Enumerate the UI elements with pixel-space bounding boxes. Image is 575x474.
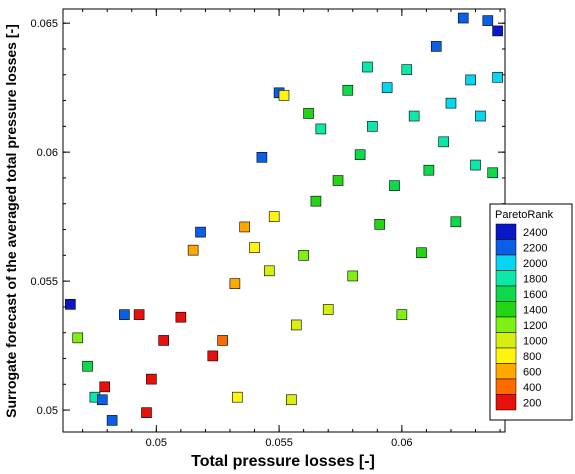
scatter-point bbox=[450, 216, 462, 228]
legend-swatch bbox=[495, 254, 517, 271]
scatter-point bbox=[268, 211, 280, 222]
scatter-point bbox=[457, 12, 469, 24]
scatter-point bbox=[256, 152, 268, 163]
legend-swatch bbox=[495, 270, 517, 287]
legend-label: 1600 bbox=[523, 289, 547, 301]
scatter-point bbox=[475, 110, 486, 122]
scatter-point bbox=[310, 195, 322, 207]
scatter-point bbox=[298, 250, 309, 261]
scatter-point bbox=[445, 97, 457, 109]
y-tick-label: 0.06 bbox=[37, 147, 58, 159]
legend-label: 2000 bbox=[523, 258, 547, 270]
scatter-point bbox=[430, 41, 442, 52]
legend-label: 600 bbox=[523, 366, 541, 378]
scatter-point bbox=[133, 309, 145, 320]
scatter-point bbox=[99, 381, 111, 393]
legend-label: 200 bbox=[523, 397, 541, 409]
scatter-point bbox=[229, 278, 241, 289]
scatter-point bbox=[408, 110, 420, 122]
scatter-point bbox=[278, 90, 290, 101]
scatter-point bbox=[389, 180, 400, 191]
legend-label: 400 bbox=[523, 382, 541, 394]
y-tick-label: 0.055 bbox=[30, 276, 58, 288]
scatter-point bbox=[362, 61, 373, 73]
scatter-point bbox=[106, 415, 118, 426]
x-tick-label: 0.06 bbox=[391, 437, 412, 449]
scatter-point bbox=[470, 159, 481, 171]
scatter-point bbox=[217, 335, 228, 346]
scatter-point bbox=[232, 391, 243, 403]
scatter-point bbox=[290, 319, 302, 331]
scatter-point bbox=[332, 175, 344, 186]
x-axis-title: Total pressure losses [-] bbox=[191, 453, 375, 470]
x-tick-label: 0.055 bbox=[265, 437, 293, 449]
scatter-point bbox=[354, 149, 366, 161]
legend-swatch bbox=[495, 332, 517, 349]
scatter-point bbox=[381, 82, 393, 93]
scatter-point bbox=[175, 311, 187, 323]
y-tick-label: 0.05 bbox=[37, 405, 58, 417]
legend: ParetoRank 2400 2200 2000 1800 1600 1400 1200 1… bbox=[489, 203, 573, 421]
scatter-point bbox=[82, 360, 93, 372]
legend-swatch bbox=[495, 394, 517, 411]
scatter-point bbox=[207, 350, 219, 362]
legend-swatch bbox=[495, 285, 517, 302]
scatter-point bbox=[482, 15, 494, 26]
legend-label: 2200 bbox=[523, 242, 547, 254]
scatter-point bbox=[286, 394, 297, 406]
scatter-point bbox=[396, 309, 408, 320]
scatter-point bbox=[303, 108, 314, 119]
legend-label: 1200 bbox=[523, 320, 547, 332]
scatter-point bbox=[487, 167, 499, 179]
scatter-point bbox=[239, 221, 251, 233]
legend-label: 800 bbox=[523, 351, 541, 363]
tick-labels: 0.05 0.055 0.06 0.05 0.055 0.06 0.065 bbox=[30, 18, 412, 449]
scatter-points bbox=[65, 12, 503, 426]
legend-colorbar bbox=[495, 223, 517, 411]
scatter-point bbox=[72, 332, 84, 344]
legend-swatch bbox=[495, 378, 517, 395]
legend-labels: 2400 2200 2000 1800 1600 1400 1200 1000 800 600 40… bbox=[523, 227, 547, 410]
scatter-point bbox=[374, 219, 386, 230]
scatter-point bbox=[65, 299, 76, 310]
scatter-point bbox=[263, 265, 275, 277]
plot-frame bbox=[62, 8, 506, 433]
legend-label: 1400 bbox=[523, 304, 547, 316]
x-tick-label: 0.05 bbox=[146, 437, 167, 449]
scatter-point bbox=[146, 373, 157, 385]
scatter-point bbox=[423, 164, 435, 176]
scatter-point bbox=[347, 270, 359, 282]
scatter-point bbox=[141, 407, 152, 418]
axis-ticks bbox=[63, 9, 505, 432]
scatter-point bbox=[96, 394, 108, 406]
legend-swatch bbox=[495, 239, 517, 256]
legend-swatch bbox=[495, 301, 517, 318]
scatter-point bbox=[187, 244, 199, 256]
scatter-point bbox=[492, 72, 503, 83]
legend-swatch bbox=[495, 347, 517, 364]
y-axis-title: Surrogate forecast of the averaged total… bbox=[3, 24, 19, 418]
scatter-point bbox=[438, 136, 449, 148]
scatter-point bbox=[315, 123, 327, 135]
legend-swatch bbox=[495, 223, 517, 240]
scatter-point bbox=[492, 25, 503, 37]
scatter-point bbox=[322, 304, 334, 315]
y-tick-label: 0.065 bbox=[30, 18, 58, 30]
legend-label: 1800 bbox=[523, 273, 547, 285]
scatter-point bbox=[249, 242, 260, 253]
scatter-point bbox=[119, 309, 130, 320]
scatter-point bbox=[158, 335, 169, 346]
legend-label: 1000 bbox=[523, 335, 547, 347]
scatter-point bbox=[367, 121, 378, 132]
scatter-point bbox=[195, 226, 206, 238]
scatter-point bbox=[416, 247, 427, 259]
legend-label: 2400 bbox=[523, 227, 547, 239]
legend-title: ParetoRank bbox=[495, 209, 554, 221]
legend-swatch bbox=[495, 363, 517, 380]
legend-swatch bbox=[495, 316, 517, 333]
scatter-point bbox=[465, 74, 476, 86]
scatter-point bbox=[401, 64, 413, 75]
scatter-point bbox=[342, 84, 354, 96]
